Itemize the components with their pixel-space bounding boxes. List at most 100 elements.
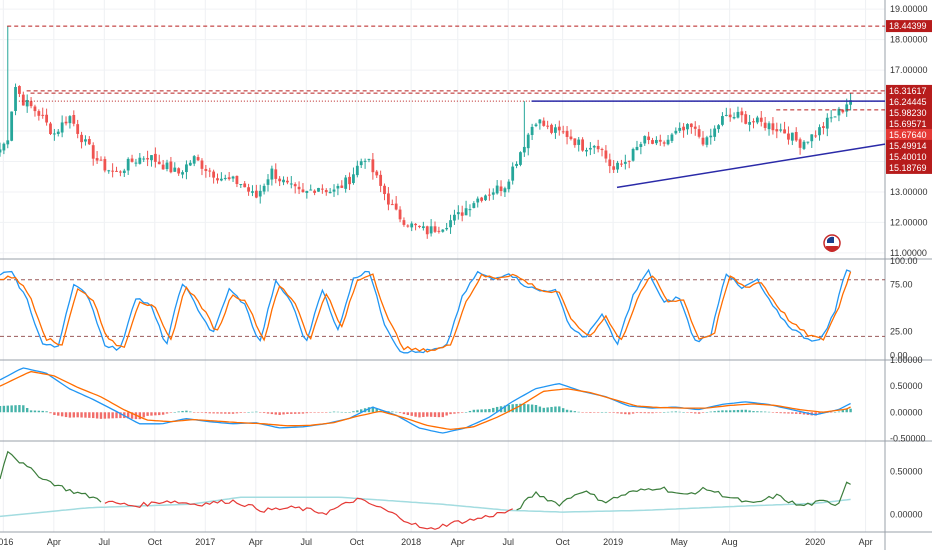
candle-body <box>142 158 146 160</box>
macd-histogram-bar <box>798 412 802 415</box>
macd-histogram-bar <box>495 406 499 413</box>
price-level-label-bg[interactable] <box>886 95 932 108</box>
candle-body <box>122 170 126 174</box>
macd-histogram-bar <box>569 410 573 413</box>
macd-histogram-bar <box>189 411 192 413</box>
candle-body <box>499 186 503 192</box>
candle-body <box>150 155 153 161</box>
macd-histogram-bar <box>480 409 483 413</box>
candle-body <box>744 114 748 124</box>
macd-histogram-bar <box>196 412 200 413</box>
macd-histogram-bar <box>472 409 476 413</box>
macd-histogram-bar <box>165 412 169 414</box>
price-level-label[interactable]: 15.18769 <box>889 163 927 173</box>
macd-histogram-bar <box>301 412 305 414</box>
macd-histogram-bar <box>639 412 643 414</box>
time-tick-label: Jul <box>502 537 514 547</box>
macd-histogram-bar <box>678 411 681 413</box>
price-level-label[interactable]: 15.98230 <box>889 108 927 118</box>
candle-body <box>103 159 107 171</box>
macd-histogram-bar <box>41 410 44 413</box>
candle-body <box>359 161 363 166</box>
macd-histogram-bar <box>340 411 343 413</box>
candle-body <box>740 111 744 116</box>
macd-histogram-bar <box>426 412 429 417</box>
macd-histogram-bar <box>158 412 161 416</box>
candle-body <box>841 109 845 113</box>
time-tick-label: Apr <box>249 537 263 547</box>
price-level-label[interactable]: 16.24445 <box>889 97 927 107</box>
macd-histogram-bar <box>783 412 786 414</box>
macd-tick-label: 0.50000 <box>890 381 923 391</box>
macd-histogram-bar <box>422 412 425 417</box>
macd-histogram-bar <box>530 404 534 413</box>
macd-histogram-bar <box>713 411 716 413</box>
price-level-label-bg[interactable] <box>886 139 932 152</box>
candle-body <box>99 159 103 161</box>
price-level-label[interactable]: 15.67640 <box>889 130 927 140</box>
candle-body <box>227 177 231 180</box>
price-level-label-bg[interactable] <box>886 20 932 33</box>
macd-histogram-bar <box>845 408 848 413</box>
price-level-label-bg[interactable] <box>886 117 932 130</box>
candle-body <box>647 136 651 141</box>
macd-histogram-bar <box>130 412 134 419</box>
macd-histogram-bar <box>519 403 522 413</box>
candle-body <box>29 101 33 107</box>
macd-histogram-bar <box>725 410 728 413</box>
candle-body <box>561 131 565 133</box>
macd-histogram-bar <box>837 411 841 413</box>
macd-histogram-bar <box>647 412 650 414</box>
candle-body <box>204 168 208 171</box>
candle-body <box>111 170 115 172</box>
candle-body <box>309 189 313 191</box>
candle-body <box>717 125 720 130</box>
candle-body <box>519 152 522 165</box>
macd-histogram-bar <box>119 412 122 419</box>
candle-body <box>464 208 468 216</box>
macd-histogram-bar <box>111 412 114 419</box>
macd-histogram-bar <box>682 412 685 413</box>
candle-body <box>662 142 666 144</box>
macd-histogram-bar <box>138 412 142 420</box>
macd-histogram-bar <box>64 412 68 418</box>
macd-histogram-bar <box>589 412 592 413</box>
price-level-label[interactable]: 15.69571 <box>889 119 927 129</box>
macd-histogram-bar <box>736 409 740 413</box>
price-level-label-bg[interactable] <box>886 150 932 163</box>
candle-body <box>138 157 142 164</box>
logo-flag-red <box>826 246 838 252</box>
candle-body <box>6 140 10 145</box>
time-tick-label: 2016 <box>0 537 13 547</box>
candle-body <box>487 194 491 196</box>
macd-histogram-bar <box>596 412 600 413</box>
candle-body <box>247 187 250 192</box>
candle-body <box>814 135 818 137</box>
candle-body <box>297 186 301 190</box>
macd-histogram-bar <box>670 411 674 413</box>
price-level-label-bg[interactable] <box>886 128 932 141</box>
price-level-label[interactable]: 15.40010 <box>889 152 927 162</box>
price-level-label[interactable]: 18.44399 <box>889 21 927 31</box>
price-level-label-bg[interactable] <box>886 84 932 97</box>
time-tick-label: Apr <box>47 537 61 547</box>
candle-body <box>639 144 643 147</box>
candle-body <box>608 159 612 167</box>
price-tick-label: 18.00000 <box>890 35 928 45</box>
candle-body <box>538 119 542 124</box>
macd-histogram-bar <box>10 405 13 413</box>
price-level-label[interactable]: 15.49914 <box>889 141 927 151</box>
candle-body <box>604 150 608 159</box>
candle-body <box>371 159 375 173</box>
flag-circle-icon[interactable] <box>823 234 841 252</box>
level-labels[interactable]: 18.44399 16.3161716.2444515.9823015.69571… <box>886 20 932 174</box>
macd-histogram-bar <box>321 412 324 413</box>
macd-histogram-bar <box>616 412 619 414</box>
price-level-label[interactable]: 16.31617 <box>889 86 927 96</box>
candle-body <box>755 117 759 123</box>
candle-body <box>192 156 196 164</box>
price-level-label-bg[interactable] <box>886 106 932 119</box>
macd-histogram-bar <box>80 412 83 418</box>
candle-body <box>173 167 177 172</box>
price-level-label-bg[interactable] <box>886 161 932 174</box>
